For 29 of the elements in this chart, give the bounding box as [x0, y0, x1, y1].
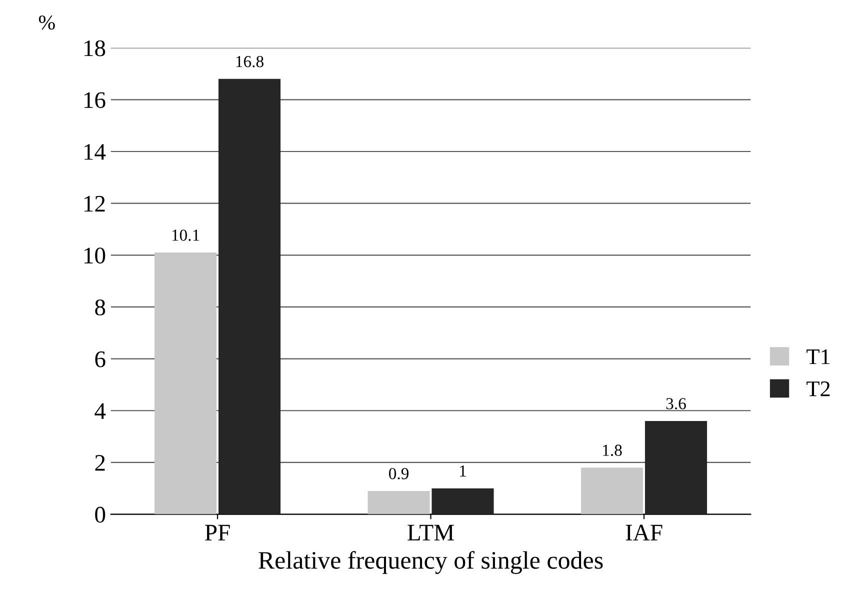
- data-label: 1.8: [603, 444, 622, 456]
- data-label: 10.1: [172, 230, 200, 241]
- bar: [581, 468, 644, 514]
- bar: [154, 252, 217, 514]
- bar: [218, 78, 281, 514]
- data-label: 3.6: [666, 398, 686, 410]
- y-tick-label: 8: [95, 299, 106, 316]
- data-label: 0.9: [388, 468, 409, 480]
- x-axis-title: Relative frequency of single codes: [258, 550, 603, 574]
- x-tick-label: LTM: [408, 524, 454, 540]
- y-tick-label: 16: [84, 92, 106, 108]
- bar: [368, 490, 430, 514]
- y-axis-title: %: [38, 16, 55, 30]
- y-tick-label: 4: [94, 403, 106, 419]
- y-tick-label: 0: [95, 506, 106, 523]
- y-tick-label: 10: [84, 248, 106, 264]
- x-tick-label: IAF: [626, 524, 662, 540]
- y-tick-label: 6: [95, 351, 106, 368]
- y-tick-label: 12: [84, 196, 105, 212]
- legend-label: T1: [806, 349, 830, 364]
- data-label: 1: [460, 465, 466, 476]
- bar: [644, 420, 708, 514]
- data-label: 16.8: [236, 56, 264, 68]
- y-tick-label: 14: [84, 144, 106, 160]
- legend-label: T2: [806, 381, 830, 396]
- x-tick-label: PF: [205, 524, 230, 540]
- bar: [432, 488, 494, 514]
- y-tick-label: 18: [84, 40, 106, 56]
- y-tick-label: 2: [95, 455, 105, 471]
